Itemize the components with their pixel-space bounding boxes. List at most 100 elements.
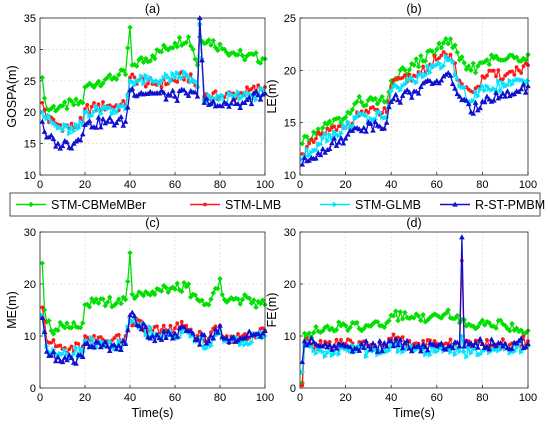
y-tick-label: 25: [284, 13, 296, 25]
y-tick-label: 20: [24, 279, 36, 291]
data-point: [113, 300, 120, 306]
data-point: [251, 84, 256, 89]
data-point: [118, 113, 124, 120]
data-point: [129, 85, 136, 91]
data-point: [345, 118, 351, 125]
data-point: [95, 114, 102, 120]
subplot-c: 0 20 40 60 80 100 0 10 20 30 (c) ME(m) Time(s): [5, 216, 274, 420]
data-point: [509, 345, 515, 351]
data-point: [459, 54, 465, 60]
x-tick-label: 100: [256, 179, 274, 191]
data-point: [147, 58, 153, 64]
data-point: [212, 44, 219, 51]
data-point: [259, 330, 266, 336]
data-point: [521, 334, 526, 339]
data-point: [399, 316, 406, 322]
x-tick-label: 100: [256, 392, 274, 404]
axes-frame: [299, 17, 529, 176]
data-point: [181, 87, 187, 93]
data-point: [212, 326, 219, 332]
x-tick-label: 0: [297, 392, 303, 404]
data-point: [253, 50, 259, 56]
data-point: [104, 74, 111, 81]
data-point: [509, 320, 515, 327]
data-point: [333, 142, 340, 148]
data-point: [235, 296, 241, 302]
axes-frame: [39, 17, 266, 176]
plot-area: [300, 18, 528, 175]
data-point: [432, 54, 437, 59]
data-point: [336, 319, 342, 325]
data-point: [320, 328, 326, 334]
legend-marker: [452, 201, 458, 207]
data-point: [420, 311, 426, 318]
data-point: [113, 76, 120, 83]
data-point: [42, 108, 47, 112]
data-point: [438, 77, 445, 83]
x-tick-label: 40: [385, 179, 397, 191]
data-point: [324, 121, 331, 127]
data-point: [46, 112, 52, 119]
data-point: [257, 96, 264, 102]
data-point: [151, 338, 158, 344]
data-point: [107, 294, 113, 300]
subplot-title: (c): [145, 216, 160, 230]
data-point: [124, 327, 131, 333]
data-point: [363, 112, 370, 119]
data-point: [456, 57, 463, 63]
data-point: [95, 300, 102, 306]
data-point: [57, 145, 64, 151]
data-point: [443, 35, 449, 42]
x-tick-label: 100: [519, 179, 537, 191]
data-point: [73, 121, 79, 128]
data-point: [336, 351, 342, 358]
data-point: [348, 338, 353, 343]
data-point: [470, 110, 477, 116]
data-point: [342, 135, 349, 141]
data-point: [445, 307, 451, 313]
data-point: [224, 49, 230, 56]
data-point: [480, 83, 486, 89]
data-point: [457, 348, 463, 355]
data-point: [408, 94, 415, 100]
data-point: [379, 93, 385, 100]
y-tick-label: 15: [284, 118, 296, 130]
data-point: [55, 140, 61, 146]
y-tick-label: 30: [24, 227, 36, 239]
data-point: [318, 141, 324, 148]
legend-box: [9, 192, 541, 217]
x-tick-label: 80: [214, 392, 226, 404]
data-point: [522, 89, 529, 95]
legend-label: STM-LMB: [225, 198, 281, 212]
x-tick-label: 80: [476, 179, 488, 191]
y-axis-label: GOSPA(m): [5, 65, 19, 127]
data-point: [498, 88, 504, 95]
data-point: [456, 343, 463, 349]
data-point: [479, 317, 486, 324]
series-stm-glmb: [300, 53, 531, 163]
data-point: [406, 345, 413, 351]
data-point: [210, 37, 216, 44]
data-point: [98, 335, 103, 339]
legend-marker: [332, 201, 338, 208]
data-point: [317, 152, 324, 158]
data-point: [257, 300, 264, 307]
data-point: [190, 46, 196, 53]
x-tick-label: 0: [37, 179, 43, 191]
data-point: [248, 101, 255, 107]
data-point: [463, 97, 470, 103]
data-point: [464, 354, 470, 360]
data-point: [215, 92, 221, 99]
data-point: [334, 337, 339, 342]
data-point: [128, 75, 132, 80]
data-point: [397, 99, 404, 105]
data-point: [89, 113, 95, 119]
data-point: [127, 312, 133, 318]
data-point: [472, 339, 479, 346]
data-point: [59, 359, 66, 365]
data-point: [365, 343, 372, 349]
data-point: [479, 340, 486, 346]
x-tick-label: 40: [124, 179, 136, 191]
data-point: [40, 100, 45, 105]
data-point: [486, 320, 492, 326]
